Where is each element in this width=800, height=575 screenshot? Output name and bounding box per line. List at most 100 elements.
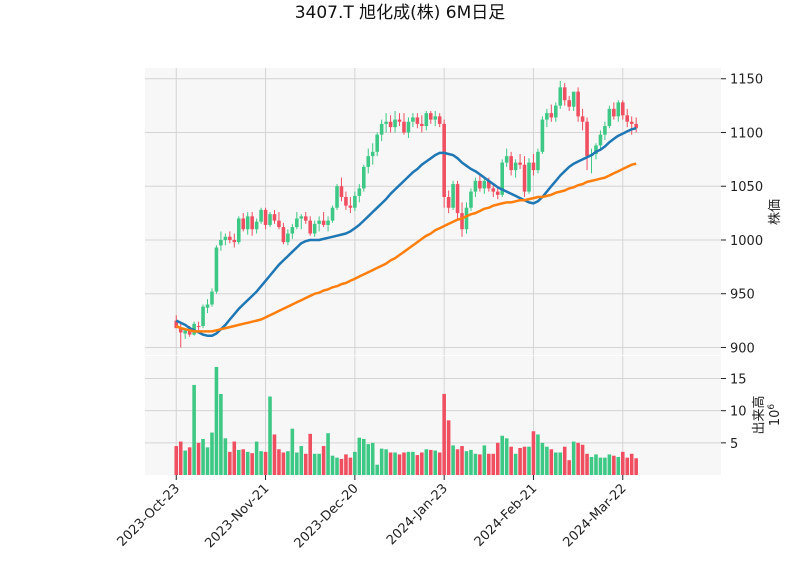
candle-body bbox=[183, 330, 187, 334]
volume-bar bbox=[286, 451, 290, 475]
volume-bar bbox=[250, 453, 254, 475]
volume-bar bbox=[201, 438, 205, 475]
candle-body bbox=[469, 191, 473, 208]
candle-body bbox=[460, 213, 464, 230]
volume-bar bbox=[357, 437, 362, 475]
volume-bar bbox=[321, 446, 326, 475]
candle-body bbox=[420, 123, 424, 127]
volume-bar bbox=[616, 456, 621, 475]
volume-bar bbox=[388, 452, 393, 475]
candle-body bbox=[236, 218, 241, 243]
candle-body bbox=[219, 239, 223, 246]
candle-body bbox=[210, 291, 214, 305]
candle-body bbox=[607, 108, 612, 127]
candle-body bbox=[491, 188, 496, 192]
moving-average-line bbox=[175, 126, 637, 337]
volume-bar bbox=[455, 449, 460, 475]
volume-bar bbox=[366, 444, 371, 475]
volume-bar bbox=[464, 451, 469, 475]
volume-bar bbox=[446, 420, 451, 475]
candle-body bbox=[567, 100, 571, 107]
volume-bar bbox=[536, 434, 540, 475]
candle-body bbox=[254, 221, 259, 230]
candle-body bbox=[228, 236, 232, 240]
candle-body bbox=[482, 180, 487, 189]
volume-bar bbox=[603, 457, 607, 475]
candle-body bbox=[616, 102, 621, 117]
volume-bar bbox=[330, 455, 335, 475]
date-tick-label: 2024-Jan-23 bbox=[384, 481, 451, 548]
candle-body bbox=[353, 195, 357, 208]
volume-bar bbox=[178, 441, 183, 475]
candle-body bbox=[232, 239, 237, 243]
candle-body bbox=[299, 216, 304, 219]
price-tick-label: 1050 bbox=[730, 180, 763, 195]
candle-body bbox=[303, 216, 308, 221]
price-panel-background bbox=[145, 68, 721, 355]
volume-scale-base: 10 bbox=[768, 410, 783, 427]
volume-bar bbox=[290, 428, 295, 475]
volume-bar bbox=[433, 450, 438, 475]
candle-body bbox=[330, 207, 335, 221]
candle-body bbox=[428, 113, 433, 120]
volume-bar bbox=[558, 452, 563, 475]
volume-bar bbox=[491, 453, 496, 475]
candle-body bbox=[620, 102, 625, 116]
candle-body bbox=[263, 209, 268, 225]
candle-body bbox=[223, 236, 228, 240]
volume-bar bbox=[232, 441, 237, 475]
volume-bar bbox=[223, 438, 228, 475]
price-axis-label: 株価 bbox=[768, 199, 783, 225]
candle-body bbox=[433, 116, 438, 120]
candle-body bbox=[487, 180, 491, 189]
volume-bar bbox=[210, 432, 214, 475]
candle-body bbox=[406, 121, 411, 133]
volume-bar bbox=[259, 451, 263, 475]
volume-bar bbox=[482, 445, 487, 475]
volume-bar bbox=[495, 442, 500, 475]
volume-bar bbox=[424, 449, 429, 475]
volume-bar bbox=[420, 452, 424, 475]
candle-body bbox=[527, 162, 531, 192]
volume-bar bbox=[205, 447, 210, 475]
volume-bar bbox=[527, 446, 531, 475]
volume-bar bbox=[187, 447, 192, 475]
candle-body bbox=[348, 205, 353, 208]
candle-body bbox=[344, 196, 348, 206]
candle-body bbox=[571, 91, 576, 107]
candle-body bbox=[509, 156, 513, 171]
volume-bar bbox=[348, 457, 353, 475]
volume-bar bbox=[263, 451, 268, 475]
volume-bar bbox=[478, 454, 482, 475]
volume-bar bbox=[571, 441, 576, 475]
volume-bar bbox=[335, 457, 339, 475]
candle-body bbox=[196, 325, 201, 328]
date-tick-label: 2023-Oct-23 bbox=[115, 481, 183, 549]
volume-bar bbox=[192, 384, 196, 475]
volume-bar bbox=[567, 460, 571, 475]
candle-body bbox=[437, 116, 442, 124]
volume-bar bbox=[589, 456, 594, 475]
volume-bar bbox=[308, 433, 312, 475]
candle-body bbox=[187, 330, 192, 335]
volume-bar bbox=[607, 454, 612, 475]
candle-body bbox=[625, 115, 630, 122]
volume-tick-label: 15 bbox=[730, 373, 747, 388]
candle-body bbox=[442, 123, 446, 197]
grid-lines bbox=[145, 68, 721, 475]
price-tick-label: 900 bbox=[730, 341, 755, 356]
candle-body bbox=[415, 117, 420, 124]
candle-body bbox=[286, 233, 290, 243]
volume-bar bbox=[344, 454, 348, 475]
candle-body bbox=[500, 162, 504, 195]
candle-body bbox=[531, 162, 536, 171]
candle-body bbox=[295, 218, 299, 228]
volume-bar bbox=[362, 438, 366, 475]
candle-body bbox=[504, 156, 509, 163]
candle-body bbox=[411, 117, 415, 122]
volume-bar bbox=[531, 431, 536, 475]
volume-bar bbox=[585, 453, 589, 475]
volume-bar bbox=[393, 452, 397, 475]
candle-body bbox=[603, 126, 607, 135]
